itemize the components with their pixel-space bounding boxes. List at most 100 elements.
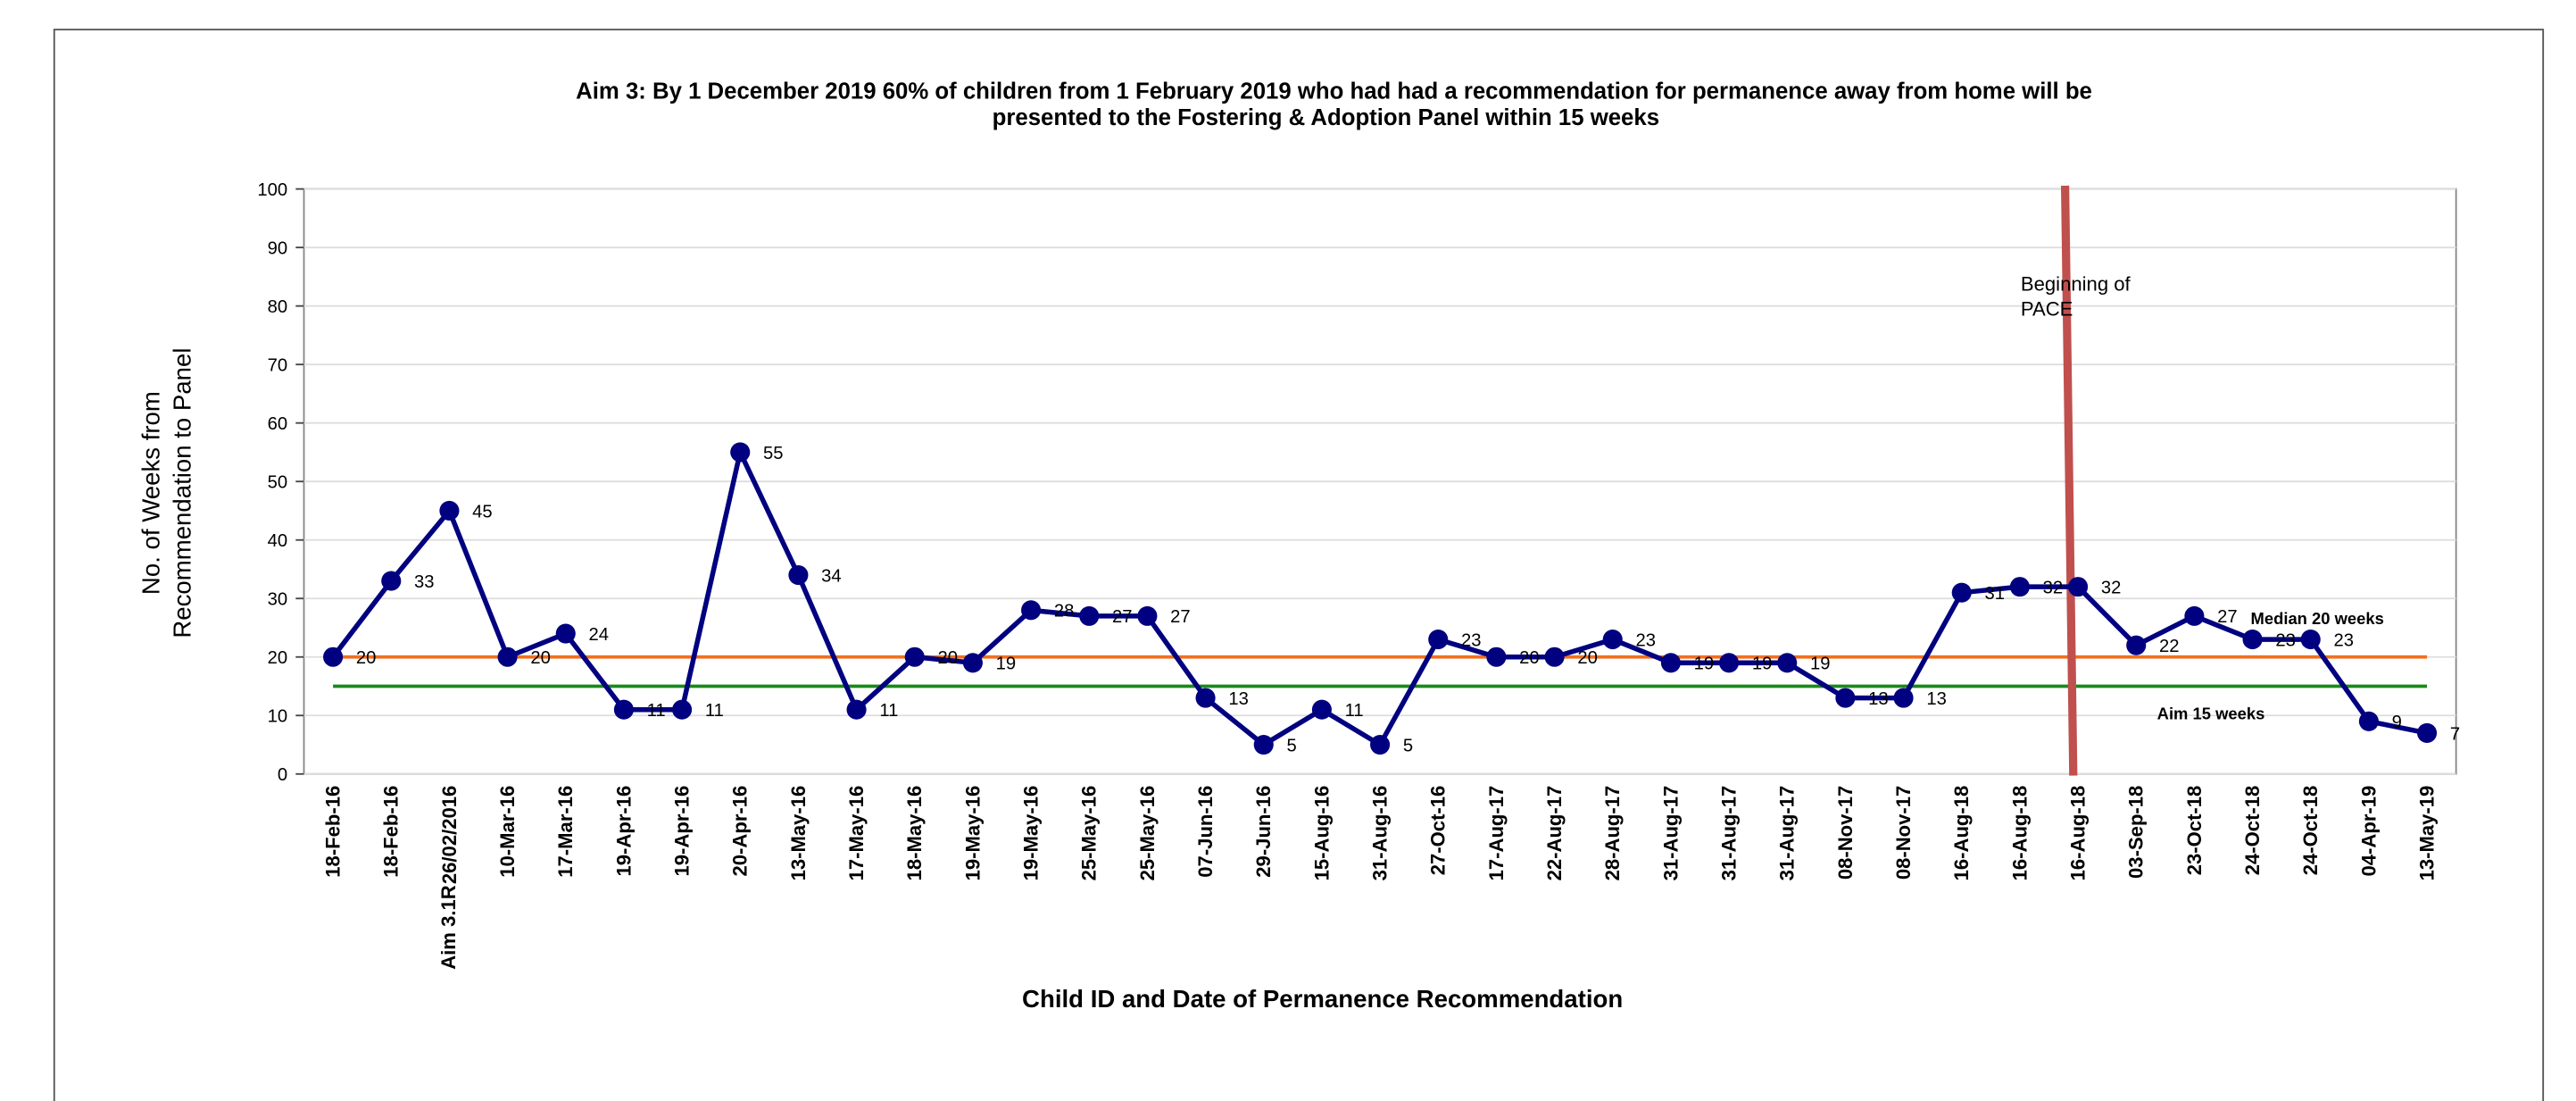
data-label: 13 [1926, 689, 1947, 709]
data-point [2009, 577, 2030, 597]
x-tick-label: 19-Apr-16 [670, 786, 693, 877]
data-point [497, 646, 518, 667]
data-label: 23 [1461, 630, 1482, 650]
reference-label: Median 20 weeks [2251, 609, 2384, 628]
x-tick-label: 13-May-16 [787, 786, 810, 881]
x-tick-label: 03-Sep-18 [2125, 786, 2148, 879]
data-label: 28 [1054, 602, 1075, 621]
data-label: 20 [356, 648, 377, 668]
data-point [904, 646, 925, 667]
frame [53, 29, 2545, 1101]
data-label: 19 [996, 655, 1017, 674]
data-point [1660, 653, 1681, 673]
data-point [1079, 605, 1100, 626]
data-point [1311, 699, 1332, 720]
x-tick-label: 16-Aug-18 [1950, 786, 1973, 881]
x-tick-label: 31-Aug-17 [1659, 786, 1682, 881]
data-point [1544, 646, 1565, 667]
data-label: 11 [1345, 701, 1364, 721]
x-tick-label: 16-Aug-18 [2008, 786, 2031, 881]
y-tick-label: 50 [268, 473, 288, 493]
data-point [1951, 582, 1972, 603]
x-tick-label: 28-Aug-17 [1601, 786, 1624, 881]
x-tick-label: 26/02/2016 [438, 786, 461, 884]
data-label: 24 [589, 625, 610, 645]
y-tick-label: 80 [268, 297, 288, 317]
data-label: 5 [1287, 736, 1297, 755]
data-label: 32 [2043, 578, 2064, 597]
data-label: 27 [2217, 607, 2238, 627]
x-tick-label: 24-Oct-18 [2299, 786, 2322, 876]
data-point [846, 699, 867, 720]
x-tick-label: 20-Apr-16 [729, 786, 752, 877]
x-tick-label: 18-Feb-16 [321, 786, 344, 878]
data-point [1137, 605, 1158, 626]
x-tick-label: 04-Apr-19 [2357, 786, 2380, 877]
x-tick-label: 31-Aug-16 [1368, 786, 1391, 881]
data-point [439, 500, 460, 521]
data-label: 13 [1228, 689, 1249, 709]
chart-title: presented to the Fostering & Adoption Pa… [993, 105, 1659, 130]
x-tick-label: 18-Feb-16 [380, 786, 403, 878]
data-label: 45 [472, 502, 493, 521]
data-label: 5 [1403, 736, 1413, 755]
data-point [1777, 653, 1798, 673]
y-tick-label: 0 [278, 765, 287, 785]
data-point [1893, 688, 1914, 708]
data-label: 27 [1112, 607, 1133, 627]
x-tick-label: 31-Aug-17 [1776, 786, 1799, 881]
data-point [962, 653, 983, 673]
reference-label: Aim 15 weeks [2157, 704, 2265, 722]
x-tick-label: 22-Aug-17 [1543, 786, 1566, 881]
data-point [788, 564, 809, 586]
data-point [2242, 630, 2263, 650]
y-tick-label: 100 [257, 180, 287, 200]
x-axis-title: Child ID and Date of Permanence Recommen… [1022, 985, 1623, 1013]
data-point [2417, 722, 2438, 743]
x-tick-label: 17-May-16 [845, 786, 868, 881]
x-tick-label: 24-Oct-18 [2241, 786, 2264, 876]
y-tick-label: 40 [268, 531, 288, 551]
data-label: 13 [1868, 689, 1889, 709]
data-point [1428, 630, 1449, 650]
y-tick-label: 30 [268, 590, 288, 610]
data-label: 19 [1810, 655, 1831, 674]
data-point [613, 699, 634, 720]
x-tick-label: 18-May-16 [903, 786, 926, 881]
x-tick-label: 10-Mar-16 [496, 786, 519, 878]
data-label: 11 [647, 701, 666, 721]
data-point [381, 571, 402, 591]
data-label: 23 [2333, 630, 2354, 650]
x-tick-label: 25-May-16 [1078, 786, 1101, 881]
x-tick-label: 19-May-16 [1019, 786, 1042, 881]
data-point [2300, 630, 2321, 650]
data-label: 19 [1694, 655, 1715, 674]
data-label: 27 [1170, 607, 1191, 627]
x-tick-label: 07-Jun-16 [1194, 786, 1217, 878]
y-axis-title: No. of Weeks from [137, 391, 165, 595]
chart-title: Aim 3: By 1 December 2019 60% of childre… [576, 79, 2092, 104]
x-tick-label: 13-May-19 [2415, 786, 2438, 881]
data-label: 33 [414, 572, 435, 592]
data-point [1719, 653, 1740, 673]
x-tick-label: 25-May-16 [1136, 786, 1159, 881]
data-label: 31 [1984, 584, 2005, 604]
data-label: 7 [2450, 724, 2460, 744]
data-label: 11 [705, 701, 724, 721]
data-label: 11 [879, 701, 898, 721]
x-tick-label: 23-Oct-18 [2183, 786, 2206, 876]
data-point [2126, 635, 2147, 655]
data-label: 9 [2392, 713, 2402, 732]
x-tick-label: 19-May-16 [961, 786, 984, 881]
data-point [1253, 734, 1274, 755]
y-tick-label: 60 [268, 414, 288, 434]
data-point [1195, 688, 1216, 708]
data-point [323, 646, 344, 667]
data-label: 20 [530, 648, 551, 668]
data-point [2068, 577, 2089, 597]
y-tick-label: 70 [268, 356, 288, 376]
y-tick-label: 10 [268, 707, 288, 727]
data-point [1021, 600, 1042, 621]
